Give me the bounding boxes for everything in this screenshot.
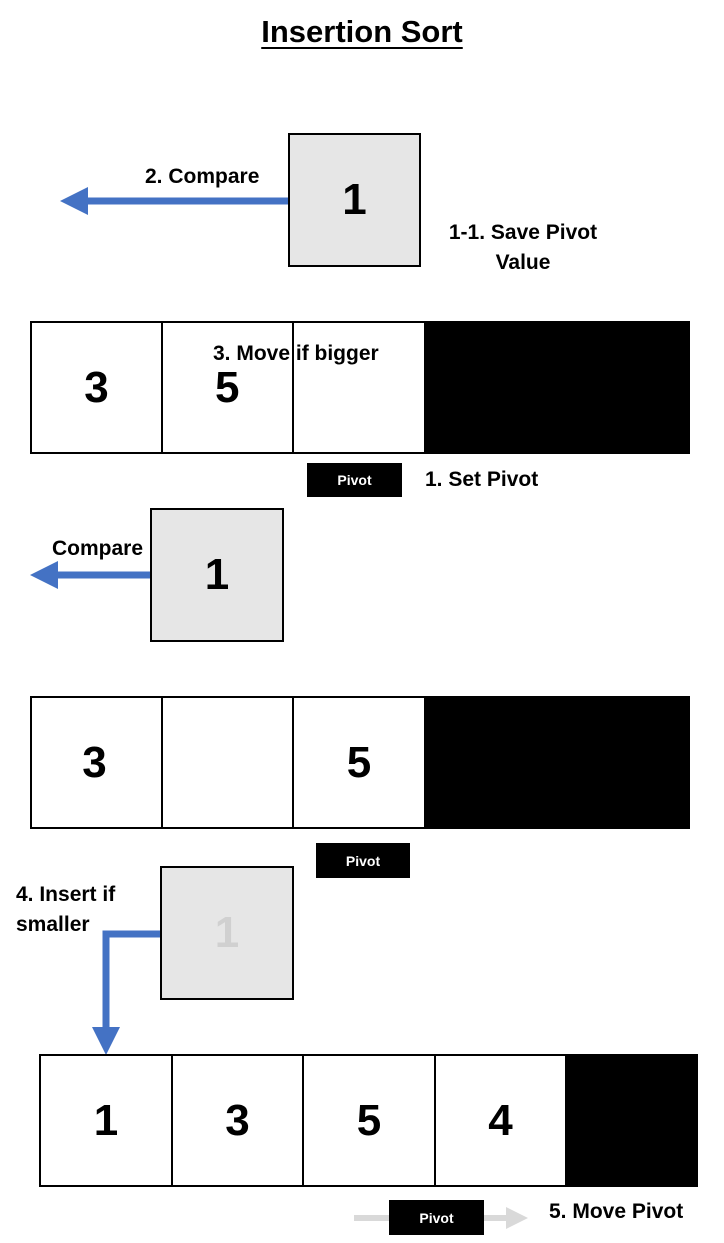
array1-cell-0: 3 xyxy=(30,321,163,454)
compare-arrow-2 xyxy=(30,561,151,589)
array3-cell-2: 5 xyxy=(302,1054,436,1187)
compare-label-2: Compare xyxy=(52,537,144,560)
array3-cell-3: 4 xyxy=(434,1054,567,1187)
saved-pivot-box-2: 1 xyxy=(150,508,284,642)
array1-cell-2 xyxy=(292,321,426,454)
array3-cell-1: 3 xyxy=(171,1054,304,1187)
array2-cell-1 xyxy=(161,696,294,829)
array2-cell-2: 5 xyxy=(292,696,426,829)
array2-unsorted-block xyxy=(424,696,690,829)
array3-unsorted-block xyxy=(565,1054,698,1187)
array1-unsorted-block xyxy=(424,321,690,454)
saved-pivot-box-3: 1 xyxy=(160,866,294,1000)
move-label: 3. Move if bigger xyxy=(213,342,379,365)
move-pivot-label: 5. Move Pivot xyxy=(549,1200,684,1223)
compare-label-1: 2. Compare xyxy=(145,165,260,188)
array1-cell-1: 5 xyxy=(161,321,294,454)
diagram-title: Insertion Sort xyxy=(261,14,463,49)
save-pivot-label: 1-1. Save Pivot Value xyxy=(448,221,598,274)
pivot-tag-2: Pivot xyxy=(316,843,410,878)
insert-label: 4. Insert if smaller xyxy=(16,883,116,936)
array2-cell-0: 3 xyxy=(30,696,163,829)
array3-cell-0: 1 xyxy=(39,1054,173,1187)
pivot-tag-1: Pivot xyxy=(307,463,402,497)
set-pivot-label: 1. Set Pivot xyxy=(425,468,539,491)
insert-arrow xyxy=(92,930,161,1055)
pivot-tag-3: Pivot xyxy=(389,1200,484,1235)
saved-pivot-box-1: 1 xyxy=(288,133,421,267)
compare-arrow-1 xyxy=(60,187,289,215)
